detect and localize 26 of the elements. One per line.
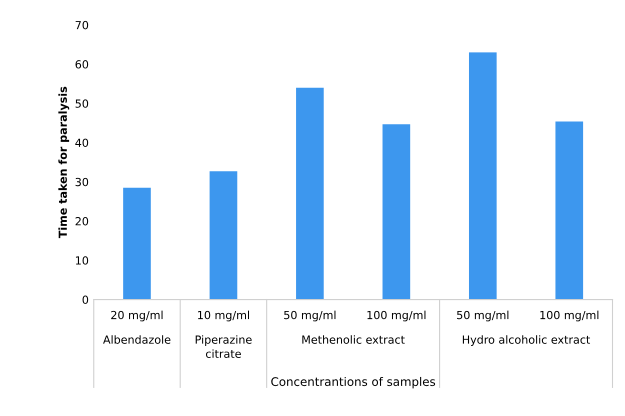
y-tick-label: 70: [76, 20, 88, 30]
y-tick-label: 10: [76, 256, 88, 265]
text: Piperazine citrate: [196, 335, 252, 358]
text: Methenolic extract: [302, 335, 405, 344]
text: Albendazole: [103, 335, 170, 344]
y-tick-label: 50: [76, 99, 88, 108]
y-tick-label: 20: [76, 217, 88, 226]
x-tick-label: 100 mg/ml: [540, 310, 598, 322]
bar: [468, 52, 497, 300]
y-tick-label: 60: [76, 60, 88, 69]
y-tick-label: 40: [75, 138, 88, 148]
bar: [296, 88, 324, 300]
x-tick-label: 100 mg/ml: [367, 310, 426, 322]
bar: [555, 121, 584, 300]
x-tick-label: 50 mg/ml: [457, 310, 508, 322]
bar: [210, 171, 238, 300]
y-axis-title: Time taken for paralysis: [58, 86, 70, 238]
x-tick-label: 10 mg/ml: [198, 310, 249, 322]
x-axis-title: Concentrantions of samples: [271, 376, 436, 388]
y-tick-label: 0: [82, 295, 88, 304]
x-tick-label: 50 mg/ml: [284, 310, 336, 322]
x-tick-label: 20 mg/ml: [111, 310, 163, 322]
bar: [123, 188, 151, 300]
y-tick-label: 30: [76, 178, 88, 186]
text: Hydro alcoholic extract: [462, 335, 590, 346]
bar: [382, 124, 410, 300]
